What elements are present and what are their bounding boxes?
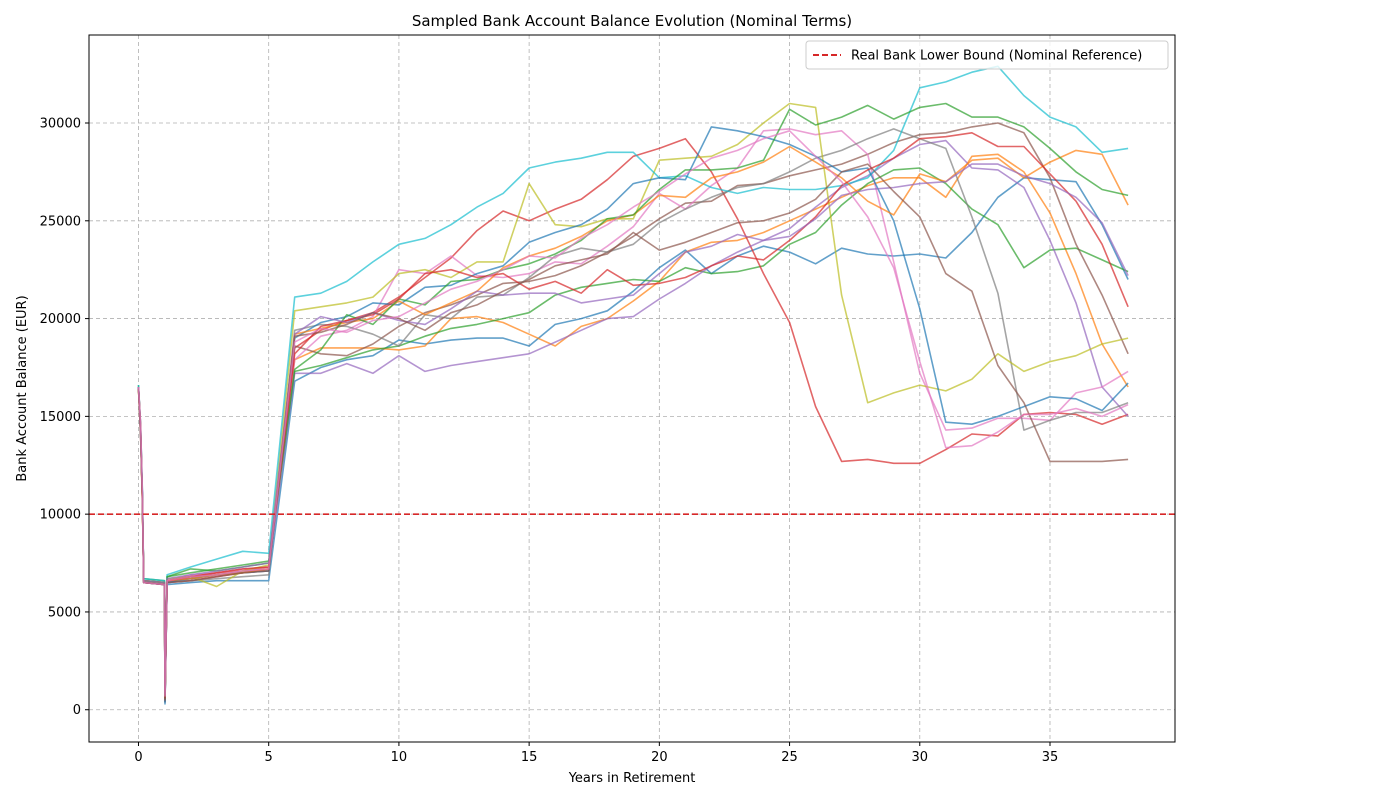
y-tick-label: 5000 [48, 605, 81, 620]
series-line-16 [137, 163, 1129, 701]
series-line-15 [137, 163, 1129, 695]
x-axis-label: Years in Retirement [568, 771, 696, 786]
legend: Real Bank Lower Bound (Nominal Reference… [805, 40, 1169, 70]
y-tick-label: 10000 [40, 508, 81, 523]
y-tick-label: 25000 [40, 214, 81, 229]
legend-box [805, 40, 1169, 70]
y-tick-label: 20000 [40, 312, 81, 327]
x-tick-label: 25 [781, 750, 798, 765]
x-tick-label: 15 [521, 750, 538, 765]
y-tick-label: 30000 [40, 117, 81, 132]
x-tick-label: 30 [912, 750, 929, 765]
series-line-1 [137, 177, 1129, 705]
series-lines [137, 65, 1129, 705]
legend-label-reference: Real Bank Lower Bound (Nominal Reference… [851, 49, 1142, 64]
x-tick-label: 0 [134, 750, 142, 765]
x-tick-label: 20 [651, 750, 668, 765]
y-axis-label: Bank Account Balance (EUR) [15, 295, 30, 481]
y-tick-label: 15000 [40, 410, 81, 425]
chart-title: Sampled Bank Account Balance Evolution (… [412, 12, 852, 30]
x-tick-label: 35 [1042, 750, 1059, 765]
axis-ticks: 0 5 10 15 20 25 30 35 0 5000 10000 15000 20000 25000 3… [40, 117, 1059, 765]
series-line-12 [137, 145, 1129, 697]
x-tick-label: 10 [391, 750, 408, 765]
plot-frame [88, 34, 1176, 743]
grid [89, 35, 1175, 742]
y-tick-label: 0 [73, 703, 81, 718]
x-tick-label: 5 [265, 750, 273, 765]
series-line-17 [137, 130, 1129, 697]
series-line-10 [137, 65, 1129, 693]
